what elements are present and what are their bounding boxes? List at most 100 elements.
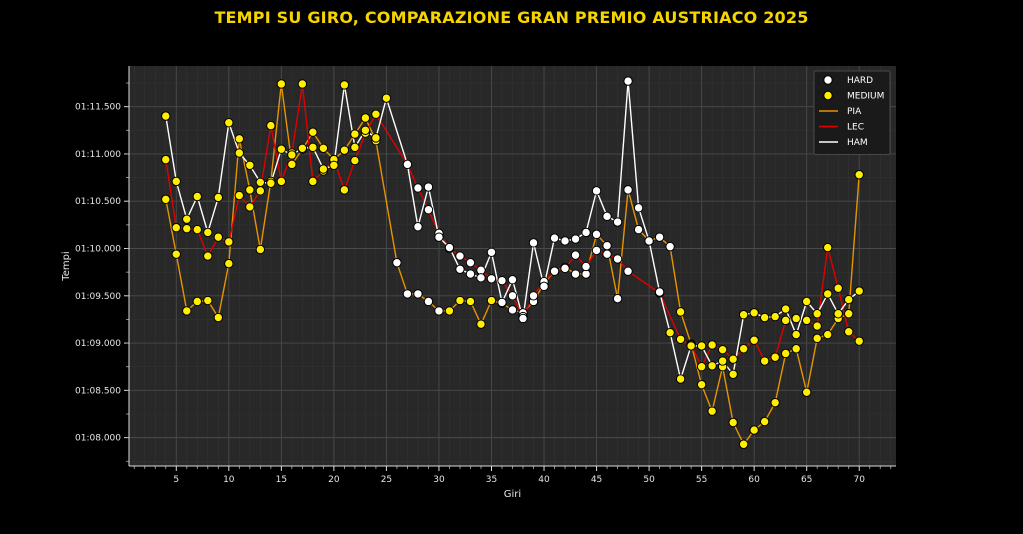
hard-tyre-point-lec [581,261,591,272]
medium-tyre-point-lec [833,283,843,293]
medium-tyre-point-pia [213,312,224,323]
hard-tyre-point-ham [581,227,591,238]
x-tick-label: 10 [223,475,235,485]
medium-tyre-point-lec [255,186,266,196]
medium-tyre-point-ham [728,369,738,379]
hard-tyre-point-lec [423,205,434,215]
x-tick-label: 65 [801,475,812,485]
y-tick-label: 01:11.500 [75,103,121,113]
y-axis-label: Tempi [61,251,72,281]
medium-tyre-point-lec [203,251,213,261]
hard-tyre-point-lec [560,263,570,274]
hard-tyre-point-ham [434,232,444,242]
medium-tyre-point-pia [276,79,287,89]
y-tick-label: 01:11.000 [75,150,121,160]
hard-tyre-point-ham [413,222,423,232]
hard-tyre-point-lec [497,275,507,286]
medium-tyre-point-ham [192,191,202,202]
hard-tyre-point-ham [528,238,539,248]
legend-label-hard: HARD [847,76,873,86]
medium-tyre-point-pia [182,306,192,316]
medium-tyre-point-pia [255,244,266,255]
hard-tyre-point-lec [455,251,465,261]
hard-tyre-point-lec [528,291,539,301]
medium-tyre-point-lec [823,242,833,253]
legend-label-pia: PIA [847,107,862,117]
hard-tyre-point-pia [423,296,434,307]
medium-tyre-point-pia [486,295,497,306]
hard-tyre-point-pia [623,185,633,195]
y-tick-label: 01:08.000 [75,434,121,444]
medium-tyre-point-pia [812,333,822,344]
medium-tyre-point-pia [728,417,738,428]
medium-tyre-point-pia [203,295,213,306]
hard-tyre-point-lec [549,266,560,276]
medium-tyre-point-ham [770,311,780,322]
medium-tyre-point-ham [287,150,297,160]
hard-tyre-point-ham [644,236,654,246]
medium-tyre-point-ham [707,361,717,371]
legend-box [813,70,891,155]
medium-tyre-point-ham [381,93,392,103]
medium-tyre-point-lec [308,176,318,187]
medium-tyre-point-lec [707,340,717,350]
medium-tyre-point-ham [738,309,749,320]
hard-tyre-point-ham [602,211,612,222]
medium-tyre-point-ham [234,148,245,158]
medium-tyre-point-pia [455,295,465,306]
hard-tyre-point-pia [654,232,665,242]
hard-tyre-point-lec [465,257,476,268]
medium-tyre-point-ham [255,177,266,188]
medium-tyre-point-ham [308,142,318,153]
hard-tyre-point-pia [633,224,644,235]
medium-tyre-point-lec [696,362,707,372]
medium-tyre-point-lec [266,120,276,131]
medium-tyre-point-pia [791,344,801,354]
medium-tyre-point-lec [371,109,381,119]
hard-tyre-point-pia [570,269,581,279]
legend-label-ham: HAM [847,138,868,148]
medium-tyre-point-pia [749,425,759,435]
hard-tyre-point-lec [623,266,633,276]
medium-tyre-point-pia [171,249,181,259]
medium-tyre-point-lec [728,354,738,364]
hard-tyre-point-ham [423,182,434,192]
hard-tyre-point-ham [476,273,486,283]
medium-tyre-point-pia [308,127,318,137]
medium-tyre-point-lec [182,223,192,234]
medium-tyre-point-ham [844,294,854,305]
medium-tyre-point-ham [686,341,696,351]
medium-tyre-point-pia [696,379,707,390]
hard-tyre-point-lec [591,245,602,256]
medium-tyre-point-ham [224,118,234,128]
x-tick-label: 60 [748,475,760,485]
hard-tyre-point-ham [654,287,665,297]
medium-tyre-point-ham [749,308,759,318]
medium-tyre-point-pia [707,406,717,416]
hard-tyre-point-lec [612,254,623,264]
medium-tyre-point-lec [276,176,287,187]
medium-tyre-point-pia [161,194,171,205]
legend-marker-medium [823,90,833,101]
y-tick-label: 01:08.500 [75,386,121,396]
hard-tyre-point-ham [497,297,507,308]
hard-tyre-point-ham [623,76,633,86]
hard-tyre-point-ham [539,281,549,292]
x-tick-label: 70 [853,475,865,485]
medium-tyre-point-ham [833,309,843,319]
medium-tyre-point-pia [360,113,371,123]
medium-tyre-point-pia [759,416,770,427]
hard-tyre-point-ham [518,313,528,324]
hard-tyre-point-lec [413,183,423,193]
hard-tyre-point-lec [570,250,581,260]
medium-tyre-point-pia [801,387,812,397]
medium-tyre-point-ham [675,374,686,384]
medium-tyre-point-pia [738,439,749,449]
medium-tyre-point-ham [339,80,350,90]
medium-tyre-point-ham [171,176,181,187]
medium-tyre-point-lec [717,344,728,355]
hard-tyre-point-ham [465,269,476,279]
hard-tyre-point-ham [633,203,644,213]
y-tick-label: 01:09.000 [75,339,121,349]
